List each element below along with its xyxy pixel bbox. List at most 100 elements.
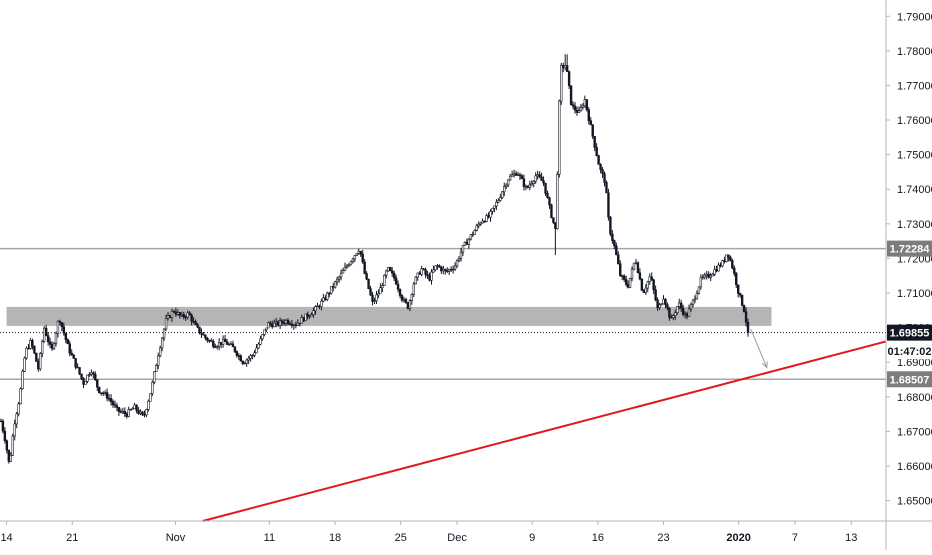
- candle-body-42: [82, 378, 85, 385]
- candle-body-116: [227, 343, 231, 346]
- candle-body-66: [129, 409, 132, 411]
- candle-body-263: [516, 174, 520, 176]
- candle-body-63: [123, 410, 126, 415]
- candle-body-249: [489, 211, 492, 218]
- candle-body-282: [554, 222, 557, 229]
- candle-body-136: [267, 322, 270, 329]
- x-tick-label-2: Nov: [166, 532, 186, 544]
- candle-body-279: [548, 197, 551, 206]
- candle-body-94: [184, 316, 187, 319]
- candle-body-70: [137, 410, 140, 414]
- candle-body-21: [41, 341, 44, 354]
- candle-body-314: [617, 254, 620, 265]
- candle-body-354: [695, 293, 699, 300]
- candle-body-335: [658, 304, 661, 308]
- candle-body-234: [459, 251, 463, 259]
- candle-body-316: [621, 275, 624, 277]
- candle-body-360: [707, 273, 710, 278]
- candle-body-160: [314, 306, 317, 311]
- candle-body-49: [96, 379, 99, 388]
- level-price-label-1: 1.68507: [890, 374, 930, 386]
- candle-body-265: [520, 175, 524, 179]
- candle-body-320: [628, 277, 632, 288]
- candle-body-270: [530, 183, 533, 186]
- y-tick-label-13: 1.78000: [897, 46, 932, 58]
- candle-body-183: [359, 250, 362, 255]
- candle-body-149: [292, 324, 296, 326]
- candle-body-302: [593, 136, 596, 148]
- candle-body-159: [312, 310, 315, 315]
- candle-body-108: [212, 341, 215, 347]
- candle-body-222: [436, 265, 439, 267]
- candle-body-230: [451, 268, 455, 271]
- candle-body-349: [685, 313, 689, 317]
- supply-zone: [6, 306, 772, 326]
- candle-body-74: [145, 409, 148, 416]
- candle-body-275: [540, 176, 543, 181]
- candle-body-187: [367, 278, 370, 289]
- x-tick-label-3: 11: [264, 532, 275, 544]
- candle-body-298: [585, 99, 589, 110]
- candle-body-189: [371, 294, 374, 302]
- candle-body-268: [526, 185, 530, 188]
- candle-body-329: [646, 281, 649, 289]
- candle-body-356: [699, 276, 703, 288]
- x-tick-label-11: 7: [792, 532, 798, 544]
- candle-body-118: [231, 343, 235, 348]
- candle-body-322: [632, 262, 636, 270]
- candle-body-147: [288, 323, 292, 325]
- y-tick-label-1: 1.66000: [897, 461, 932, 473]
- candle-body-290: [569, 85, 573, 106]
- candle-body-375: [737, 284, 740, 294]
- candle-body-284: [558, 100, 561, 175]
- level-price-label-1-bg: [887, 371, 932, 388]
- candle-body-367: [721, 260, 724, 267]
- candle-body-162: [318, 305, 321, 308]
- candle-body-91: [178, 312, 182, 316]
- candle-body-258: [506, 179, 510, 186]
- candle-body-120: [235, 351, 239, 356]
- candle-body-311: [611, 233, 614, 241]
- candle-body-321: [630, 268, 634, 279]
- y-tick-label-8: 1.73000: [897, 219, 932, 231]
- candle-body-6: [11, 435, 14, 456]
- candle-body-176: [345, 265, 349, 268]
- candle-body-30: [58, 321, 62, 323]
- candle-body-319: [626, 284, 630, 288]
- candle-body-202: [396, 283, 400, 290]
- candle-body-236: [463, 241, 467, 246]
- x-tick-label-10: 2020: [726, 532, 750, 544]
- candle-body-53: [103, 392, 107, 394]
- candle-body-60: [117, 407, 121, 412]
- candle-body-124: [243, 362, 246, 365]
- candle-body-89: [174, 311, 178, 315]
- candle-body-156: [306, 313, 309, 318]
- candle-body-332: [652, 279, 655, 291]
- candle-body-188: [369, 288, 372, 296]
- candle-body-330: [648, 276, 651, 283]
- candle-body-293: [575, 109, 579, 113]
- candle-body-61: [119, 411, 123, 413]
- candle-body-185: [363, 261, 366, 274]
- candle-body-154: [302, 317, 305, 322]
- candle-body-80: [157, 355, 160, 366]
- candle-body-370: [727, 254, 730, 258]
- candle-body-305: [599, 164, 602, 170]
- candle-body-157: [308, 315, 311, 318]
- candle-body-376: [738, 293, 742, 296]
- candle-body-88: [172, 311, 176, 313]
- y-tick-label-11: 1.76000: [897, 115, 932, 127]
- candle-body-115: [225, 341, 229, 345]
- candle-body-338: [664, 298, 667, 306]
- candle-body-256: [503, 186, 506, 193]
- candle-body-310: [609, 216, 612, 235]
- candle-body-122: [239, 355, 242, 362]
- candle-body-15: [29, 340, 32, 349]
- candle-body-51: [100, 392, 103, 394]
- candle-body-292: [573, 105, 577, 111]
- candle-body-369: [725, 254, 728, 262]
- candle-body-276: [542, 180, 545, 184]
- candle-body-194: [381, 285, 384, 288]
